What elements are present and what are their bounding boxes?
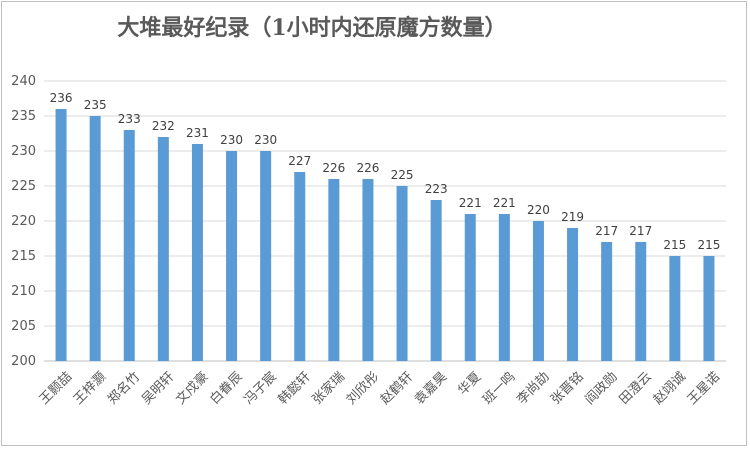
category-label: 田澄云 bbox=[617, 369, 655, 407]
bar bbox=[55, 109, 67, 361]
bar bbox=[362, 179, 374, 361]
category-label: 韩懿轩 bbox=[276, 369, 314, 407]
bar bbox=[532, 221, 544, 361]
category-label: 白眷辰 bbox=[207, 369, 246, 408]
category-label: 刘欣彤 bbox=[344, 369, 382, 407]
category-label: 王星诺 bbox=[685, 369, 723, 407]
category-label: 冯子宸 bbox=[241, 369, 280, 408]
bar bbox=[89, 116, 101, 361]
gridlines bbox=[44, 80, 726, 362]
data-labels: 236 235 233 232 231 230 230 227 226 226 225 223 221 2… bbox=[50, 91, 721, 252]
category-label: 阎政勋 bbox=[583, 369, 621, 407]
category-label: 张晋铭 bbox=[548, 369, 586, 407]
bar bbox=[123, 130, 135, 361]
data-label: 226 bbox=[322, 161, 345, 175]
data-label: 225 bbox=[391, 168, 414, 182]
category-label: 王颢喆 bbox=[37, 369, 75, 407]
bar bbox=[294, 172, 306, 361]
y-tick-label: 200 bbox=[11, 354, 36, 369]
data-label: 236 bbox=[50, 91, 73, 105]
data-label: 221 bbox=[493, 196, 516, 210]
category-label: 班一鸣 bbox=[479, 369, 518, 408]
data-label: 220 bbox=[527, 203, 550, 217]
bar bbox=[328, 179, 340, 361]
chart-title: 大堆最好纪录（1小时内还原魔方数量） bbox=[117, 15, 507, 41]
data-label: 235 bbox=[84, 98, 107, 112]
bar bbox=[669, 256, 681, 361]
category-label: 文戍豪 bbox=[173, 369, 212, 408]
data-label: 215 bbox=[697, 238, 720, 252]
data-label: 227 bbox=[288, 154, 311, 168]
category-label: 郑名竹 bbox=[104, 369, 143, 408]
data-label: 226 bbox=[356, 161, 379, 175]
data-label: 221 bbox=[459, 196, 482, 210]
category-label: 王梓灏 bbox=[70, 369, 109, 408]
data-label: 217 bbox=[595, 224, 618, 238]
data-label: 217 bbox=[629, 224, 652, 238]
category-label: 赵鹤轩 bbox=[377, 369, 416, 408]
bar bbox=[464, 214, 476, 361]
bar bbox=[226, 151, 238, 361]
category-label: 李尚劼 bbox=[514, 369, 553, 408]
category-label: 赵翊诚 bbox=[651, 369, 689, 407]
data-label: 230 bbox=[254, 133, 277, 147]
data-label: 231 bbox=[186, 126, 209, 140]
y-tick-label: 230 bbox=[11, 144, 36, 159]
bar bbox=[703, 256, 715, 361]
y-tick-label: 210 bbox=[11, 284, 36, 299]
data-label: 223 bbox=[425, 182, 448, 196]
data-label: 215 bbox=[663, 238, 686, 252]
category-label: 华夏 bbox=[455, 369, 484, 398]
category-label: 张家瑞 bbox=[309, 369, 348, 408]
bar bbox=[157, 137, 169, 361]
data-label: 219 bbox=[561, 210, 584, 224]
bar bbox=[396, 186, 408, 361]
bar bbox=[430, 200, 442, 361]
y-tick-label: 220 bbox=[11, 214, 36, 229]
category-label: 吴明轩 bbox=[139, 369, 177, 407]
y-tick-label: 225 bbox=[11, 179, 36, 194]
bar bbox=[601, 242, 613, 361]
category-label: 袁嘉昊 bbox=[412, 369, 450, 407]
data-label: 233 bbox=[118, 112, 141, 126]
bar bbox=[498, 214, 510, 361]
y-tick-label: 240 bbox=[11, 74, 36, 89]
bar bbox=[191, 144, 203, 361]
bar bbox=[260, 151, 272, 361]
bar bbox=[567, 228, 579, 361]
data-label: 230 bbox=[220, 133, 243, 147]
y-tick-label: 215 bbox=[11, 249, 36, 264]
bar bbox=[635, 242, 647, 361]
y-axis-ticks: 200 205 210 215 220 225 230 235 240 bbox=[11, 74, 36, 369]
y-tick-label: 235 bbox=[11, 109, 36, 124]
data-label: 232 bbox=[152, 119, 175, 133]
bars bbox=[55, 109, 715, 361]
y-tick-label: 205 bbox=[11, 319, 36, 334]
